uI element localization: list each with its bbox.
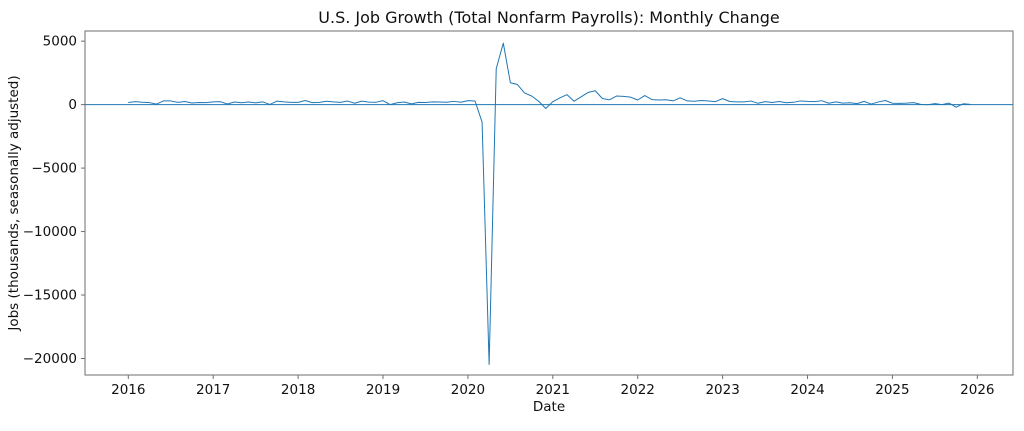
- payrolls-line-series: [128, 42, 971, 366]
- y-tick-label: −15000: [23, 288, 77, 304]
- x-axis-label: Date: [533, 399, 565, 415]
- y-tick-label: 0: [68, 97, 77, 113]
- x-tick-label: 2017: [196, 382, 230, 398]
- x-tick-label: 2021: [536, 382, 570, 398]
- y-tick-label: 5000: [43, 34, 77, 50]
- y-axis-label: Jobs (thousands, seasonally adjusted): [6, 75, 22, 331]
- plot-border: [84, 30, 1014, 376]
- x-tick-label: 2023: [705, 382, 739, 398]
- y-axis-ticks: 5000 0 −5000 −10000 −15000 −20000: [23, 34, 85, 367]
- x-tick-label: 2020: [451, 382, 485, 398]
- x-tick-label: 2024: [790, 382, 824, 398]
- x-axis-ticks: 2016 2017 2018 2019 2020 2021 2022 2023 2024 2025…: [111, 375, 995, 398]
- x-tick-label: 2019: [366, 382, 400, 398]
- data-series: [128, 42, 971, 366]
- x-tick-label: 2018: [281, 382, 315, 398]
- x-tick-label: 2022: [621, 382, 655, 398]
- chart-title: U.S. Job Growth (Total Nonfarm Payrolls)…: [318, 8, 779, 27]
- y-tick-label: −5000: [31, 161, 77, 177]
- x-tick-label: 2026: [960, 382, 994, 398]
- x-tick-label: 2025: [875, 382, 909, 398]
- x-tick-label: 2016: [111, 382, 145, 398]
- y-tick-label: −20000: [23, 351, 77, 367]
- y-tick-label: −10000: [23, 224, 77, 240]
